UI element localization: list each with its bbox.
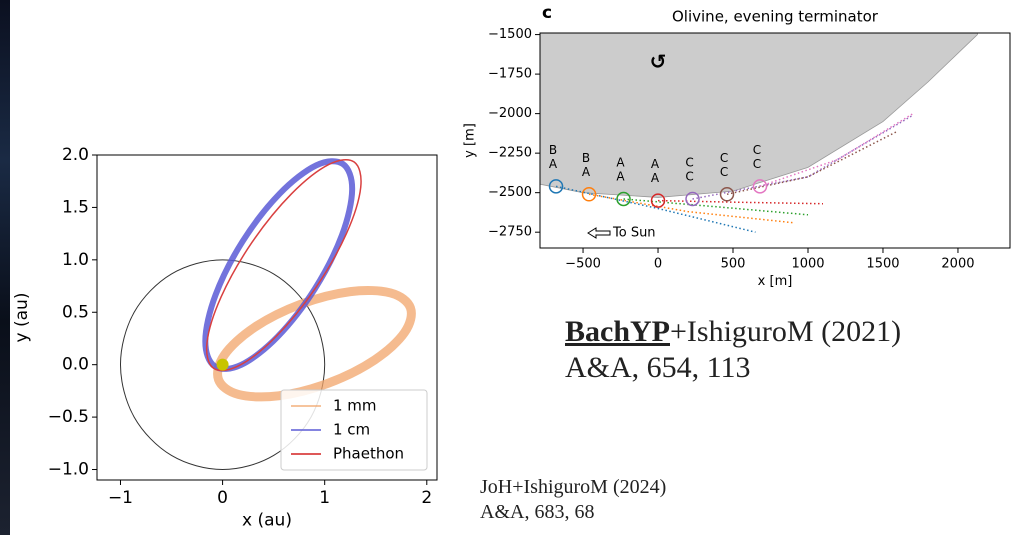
point-label: C	[720, 165, 728, 179]
y-tick-label: 0.0	[62, 355, 89, 375]
series-line	[119, 259, 326, 471]
y-axis-label: y (au)	[12, 293, 32, 343]
y-tick-label: −0.5	[48, 407, 89, 427]
citation: BachYP+IshiguroM (2021) A&A, 654, 113	[565, 314, 901, 386]
y-tick-label: 2.0	[62, 145, 89, 165]
point-label: A	[616, 169, 625, 183]
y-tick-label: −1750	[488, 67, 532, 82]
y-tick-label: 1.5	[62, 197, 89, 217]
panel-label: c	[542, 3, 552, 23]
point-label: A	[616, 155, 625, 169]
sun-arrow	[587, 227, 611, 239]
point-label: C	[720, 151, 728, 165]
shadow-region	[540, 33, 978, 198]
point-label: A	[651, 171, 660, 185]
x-tick-label: 1	[319, 488, 330, 508]
citation: JoH+IshiguroM (2024) A&A, 683, 68	[480, 475, 666, 525]
point-label: C	[753, 143, 761, 157]
x-tick-label: 2000	[941, 256, 974, 271]
journal: A&A, 654, 113	[565, 351, 751, 384]
y-tick-label: 0.5	[62, 302, 89, 322]
legend-label: Phaethon	[333, 445, 404, 463]
start-marker	[616, 191, 631, 207]
series-line	[759, 112, 914, 188]
point-label: B	[582, 151, 590, 165]
legend-label: 1 cm	[333, 421, 370, 439]
x-axis-label: x [m]	[758, 274, 793, 289]
start-marker	[650, 193, 666, 208]
legend-label: 1 mm	[333, 397, 377, 415]
journal: A&A, 683, 68	[480, 501, 595, 523]
y-tick-label: −2750	[488, 225, 532, 240]
x-tick-label: 1000	[791, 256, 824, 271]
point-label: C	[685, 169, 693, 183]
series-line	[658, 199, 824, 205]
start-marker	[752, 179, 768, 194]
point-label: A	[651, 157, 660, 171]
start-marker	[719, 187, 735, 202]
author[interactable]: BachYP	[565, 315, 670, 348]
y-axis-label: y [m]	[463, 123, 478, 158]
sun	[216, 358, 229, 371]
point-label: C	[753, 157, 761, 171]
rotation-symbol: ↺	[650, 50, 667, 74]
y-tick-label: −2000	[488, 106, 532, 121]
x-axis-label: x (au)	[242, 511, 292, 531]
x-tick-label: 500	[721, 256, 746, 271]
point-label: B	[549, 143, 557, 157]
x-tick-label: 1500	[866, 256, 899, 271]
background-image	[0, 0, 10, 535]
plot-area	[540, 33, 978, 233]
start-marker	[581, 187, 597, 202]
authors: +IshiguroM (2021)	[670, 315, 902, 348]
authors: JoH+IshiguroM (2024)	[480, 476, 667, 498]
point-label: C	[685, 155, 693, 169]
x-tick-label: −1	[108, 488, 133, 508]
point-label: A	[549, 157, 558, 171]
citation-line: BachYP+IshiguroM (2021)	[565, 314, 901, 350]
x-tick-label: 0	[217, 488, 228, 508]
y-tick-label: −1.0	[48, 460, 89, 480]
series-line	[202, 158, 356, 372]
start-marker	[548, 179, 564, 194]
legend-box	[280, 389, 428, 471]
plot-frame	[96, 154, 438, 481]
x-tick-label: 0	[654, 256, 662, 271]
x-tick-label: −500	[565, 256, 601, 271]
point-label: A	[582, 165, 591, 179]
series-line	[213, 285, 416, 402]
start-marker	[685, 191, 700, 207]
series-line	[555, 185, 756, 233]
series-line	[588, 193, 794, 224]
annotation: To Sun	[612, 226, 656, 241]
plot-frame	[539, 32, 1011, 249]
y-tick-label: 1.0	[62, 250, 89, 270]
y-tick-label: −2500	[488, 185, 532, 200]
plot-area	[119, 158, 416, 471]
y-tick-label: −1500	[488, 27, 532, 42]
x-tick-label: 2	[421, 488, 432, 508]
y-tick-label: −2250	[488, 146, 532, 161]
series-line	[205, 158, 362, 372]
chart-title: Olivine, evening terminator	[672, 8, 879, 26]
